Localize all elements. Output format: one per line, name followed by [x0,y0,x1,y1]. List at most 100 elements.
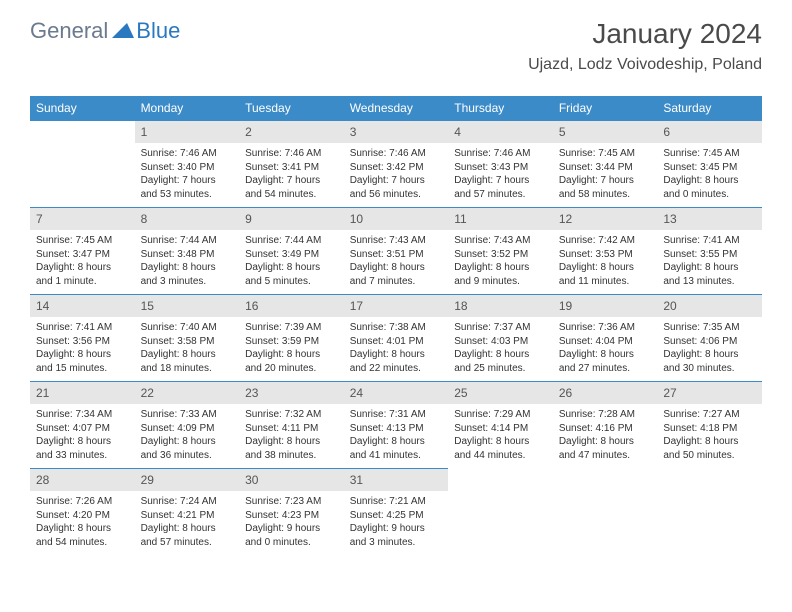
calendar-table: Sunday Monday Tuesday Wednesday Thursday… [30,96,762,555]
day-sunrise: Sunrise: 7:46 AM [245,147,338,161]
day-number: 30 [239,468,344,491]
day-body: Sunrise: 7:35 AMSunset: 4:06 PMDaylight:… [657,317,762,381]
day-daylight1: Daylight: 9 hours [350,522,443,536]
day-number: 20 [657,294,762,317]
day-daylight2: and 22 minutes. [350,362,443,376]
calendar-day-cell: 23Sunrise: 7:32 AMSunset: 4:11 PMDayligh… [239,381,344,468]
calendar-day-cell: 24Sunrise: 7:31 AMSunset: 4:13 PMDayligh… [344,381,449,468]
day-body: Sunrise: 7:44 AMSunset: 3:48 PMDaylight:… [135,230,240,294]
day-sunset: Sunset: 4:01 PM [350,335,443,349]
day-body: Sunrise: 7:21 AMSunset: 4:25 PMDaylight:… [344,491,449,555]
day-header: Monday [135,96,240,120]
day-daylight1: Daylight: 8 hours [663,348,756,362]
day-daylight1: Daylight: 8 hours [350,435,443,449]
day-body: Sunrise: 7:41 AMSunset: 3:55 PMDaylight:… [657,230,762,294]
day-body: Sunrise: 7:29 AMSunset: 4:14 PMDaylight:… [448,404,553,468]
day-sunrise: Sunrise: 7:42 AM [559,234,652,248]
day-body: Sunrise: 7:46 AMSunset: 3:40 PMDaylight:… [135,143,240,207]
logo: General Blue [30,18,180,44]
day-daylight2: and 1 minute. [36,275,129,289]
calendar-day-cell: 6Sunrise: 7:45 AMSunset: 3:45 PMDaylight… [657,120,762,207]
day-sunrise: Sunrise: 7:44 AM [141,234,234,248]
day-header: Thursday [448,96,553,120]
day-sunrise: Sunrise: 7:28 AM [559,408,652,422]
day-daylight1: Daylight: 8 hours [454,261,547,275]
day-daylight2: and 18 minutes. [141,362,234,376]
day-sunset: Sunset: 4:07 PM [36,422,129,436]
day-sunrise: Sunrise: 7:21 AM [350,495,443,509]
day-daylight1: Daylight: 8 hours [245,348,338,362]
day-daylight1: Daylight: 8 hours [141,261,234,275]
day-daylight2: and 3 minutes. [350,536,443,550]
day-sunrise: Sunrise: 7:34 AM [36,408,129,422]
day-daylight2: and 41 minutes. [350,449,443,463]
day-daylight2: and 54 minutes. [36,536,129,550]
day-sunset: Sunset: 4:18 PM [663,422,756,436]
day-daylight2: and 58 minutes. [559,188,652,202]
day-sunset: Sunset: 4:06 PM [663,335,756,349]
day-sunrise: Sunrise: 7:41 AM [36,321,129,335]
day-body: Sunrise: 7:44 AMSunset: 3:49 PMDaylight:… [239,230,344,294]
calendar-day-cell: 10Sunrise: 7:43 AMSunset: 3:51 PMDayligh… [344,207,449,294]
day-number: 25 [448,381,553,404]
day-sunrise: Sunrise: 7:39 AM [245,321,338,335]
day-sunrise: Sunrise: 7:38 AM [350,321,443,335]
day-number: 11 [448,207,553,230]
day-body: Sunrise: 7:24 AMSunset: 4:21 PMDaylight:… [135,491,240,555]
day-sunrise: Sunrise: 7:32 AM [245,408,338,422]
day-sunrise: Sunrise: 7:36 AM [559,321,652,335]
day-number: 9 [239,207,344,230]
day-sunrise: Sunrise: 7:40 AM [141,321,234,335]
day-sunset: Sunset: 4:14 PM [454,422,547,436]
logo-triangle-icon [112,20,134,43]
day-daylight1: Daylight: 8 hours [559,435,652,449]
calendar-day-cell: 21Sunrise: 7:34 AMSunset: 4:07 PMDayligh… [30,381,135,468]
day-daylight2: and 0 minutes. [663,188,756,202]
day-sunrise: Sunrise: 7:37 AM [454,321,547,335]
day-number: 14 [30,294,135,317]
day-body: Sunrise: 7:45 AMSunset: 3:47 PMDaylight:… [30,230,135,294]
calendar-day-cell: 20Sunrise: 7:35 AMSunset: 4:06 PMDayligh… [657,294,762,381]
calendar-day-cell: 27Sunrise: 7:27 AMSunset: 4:18 PMDayligh… [657,381,762,468]
day-sunrise: Sunrise: 7:45 AM [559,147,652,161]
day-number: 7 [30,207,135,230]
calendar-day-cell: 4Sunrise: 7:46 AMSunset: 3:43 PMDaylight… [448,120,553,207]
day-body: Sunrise: 7:23 AMSunset: 4:23 PMDaylight:… [239,491,344,555]
day-daylight2: and 13 minutes. [663,275,756,289]
day-daylight1: Daylight: 8 hours [36,522,129,536]
calendar-week-row: 28Sunrise: 7:26 AMSunset: 4:20 PMDayligh… [30,468,762,555]
day-daylight2: and 50 minutes. [663,449,756,463]
calendar-day-cell: 7Sunrise: 7:45 AMSunset: 3:47 PMDaylight… [30,207,135,294]
day-sunset: Sunset: 3:59 PM [245,335,338,349]
day-daylight1: Daylight: 8 hours [663,174,756,188]
calendar-day-cell: 11Sunrise: 7:43 AMSunset: 3:52 PMDayligh… [448,207,553,294]
day-daylight2: and 53 minutes. [141,188,234,202]
calendar-week-row: 14Sunrise: 7:41 AMSunset: 3:56 PMDayligh… [30,294,762,381]
day-daylight2: and 25 minutes. [454,362,547,376]
day-sunrise: Sunrise: 7:31 AM [350,408,443,422]
day-sunrise: Sunrise: 7:24 AM [141,495,234,509]
day-daylight2: and 47 minutes. [559,449,652,463]
day-number: 19 [553,294,658,317]
calendar-day-cell: 12Sunrise: 7:42 AMSunset: 3:53 PMDayligh… [553,207,658,294]
logo-text-general: General [30,18,108,44]
day-sunrise: Sunrise: 7:43 AM [454,234,547,248]
calendar-week-row: 1Sunrise: 7:46 AMSunset: 3:40 PMDaylight… [30,120,762,207]
day-daylight2: and 0 minutes. [245,536,338,550]
day-number: 27 [657,381,762,404]
calendar-day-cell: 2Sunrise: 7:46 AMSunset: 3:41 PMDaylight… [239,120,344,207]
day-daylight1: Daylight: 8 hours [141,348,234,362]
day-daylight2: and 57 minutes. [141,536,234,550]
day-number: 18 [448,294,553,317]
title-block: January 2024 Ujazd, Lodz Voivodeship, Po… [528,18,762,74]
day-body: Sunrise: 7:41 AMSunset: 3:56 PMDaylight:… [30,317,135,381]
day-sunrise: Sunrise: 7:29 AM [454,408,547,422]
day-daylight1: Daylight: 8 hours [36,261,129,275]
day-daylight1: Daylight: 8 hours [559,261,652,275]
day-daylight2: and 9 minutes. [454,275,547,289]
day-body: Sunrise: 7:40 AMSunset: 3:58 PMDaylight:… [135,317,240,381]
day-number: 4 [448,120,553,143]
calendar-day-cell: 17Sunrise: 7:38 AMSunset: 4:01 PMDayligh… [344,294,449,381]
day-daylight2: and 56 minutes. [350,188,443,202]
day-number: 5 [553,120,658,143]
